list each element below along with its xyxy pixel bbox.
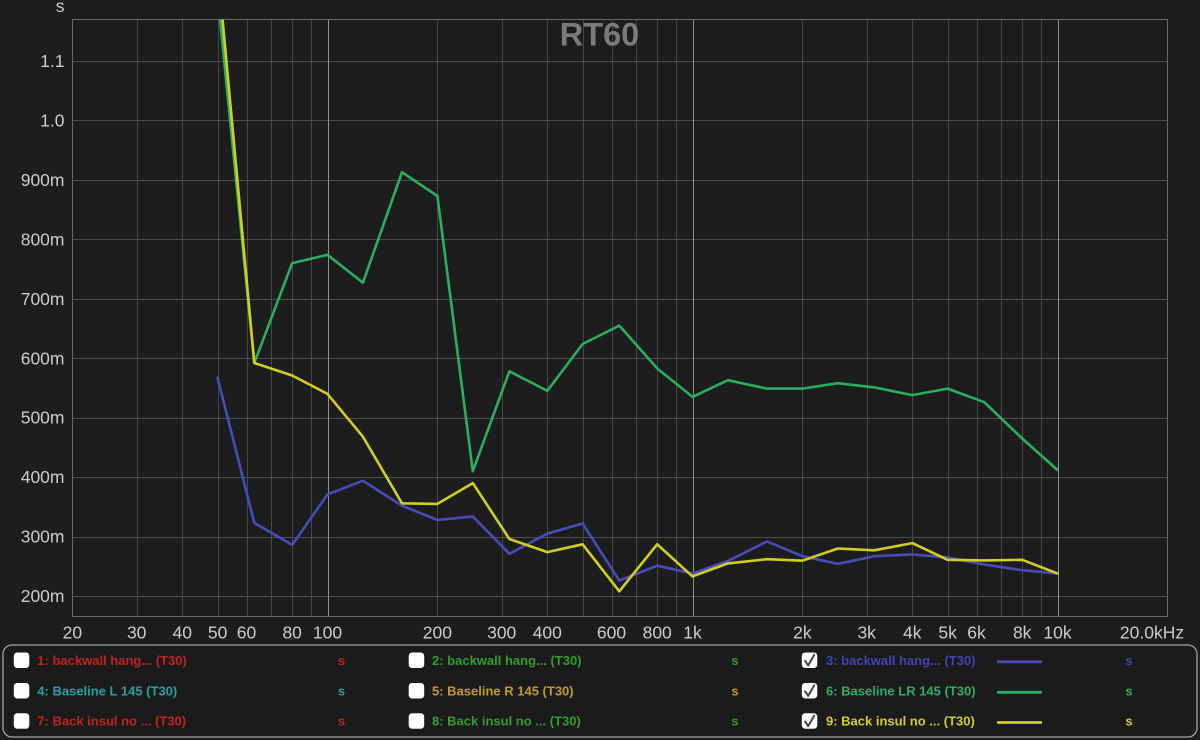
svg-text:6: Baseline LR 145 (T30): 6: Baseline LR 145 (T30) <box>826 683 976 698</box>
svg-text:400m: 400m <box>21 467 65 487</box>
svg-text:300: 300 <box>487 623 516 643</box>
svg-text:100: 100 <box>313 623 342 643</box>
svg-text:s: s <box>56 0 65 16</box>
svg-text:s: s <box>1125 714 1132 729</box>
svg-text:30: 30 <box>127 623 147 643</box>
svg-text:4: Baseline L 145 (T30): 4: Baseline L 145 (T30) <box>37 683 177 698</box>
svg-text:1: backwall hang... (T30): 1: backwall hang... (T30) <box>37 653 187 668</box>
svg-text:50: 50 <box>208 623 228 643</box>
svg-text:600m: 600m <box>21 348 65 368</box>
svg-text:200: 200 <box>423 623 452 643</box>
svg-text:s: s <box>1125 683 1132 698</box>
svg-text:400: 400 <box>533 623 562 643</box>
svg-text:1.1: 1.1 <box>40 51 64 71</box>
svg-text:s: s <box>731 653 738 668</box>
svg-text:8: Back insul no ... (T30): 8: Back insul no ... (T30) <box>432 714 581 729</box>
svg-text:80: 80 <box>282 623 302 643</box>
svg-text:60: 60 <box>237 623 257 643</box>
svg-text:s: s <box>1125 653 1132 668</box>
svg-text:5: Baseline R 145 (T30): 5: Baseline R 145 (T30) <box>432 683 574 698</box>
svg-text:900m: 900m <box>21 170 65 190</box>
svg-text:s: s <box>731 714 738 729</box>
svg-text:9: Back insul no ... (T30): 9: Back insul no ... (T30) <box>826 714 975 729</box>
svg-text:20: 20 <box>63 623 83 643</box>
svg-text:800: 800 <box>643 623 672 643</box>
svg-text:20.0kHz: 20.0kHz <box>1120 623 1184 643</box>
svg-text:1.0: 1.0 <box>40 111 65 131</box>
svg-text:s: s <box>338 714 345 729</box>
svg-text:600: 600 <box>597 623 626 643</box>
svg-text:1k: 1k <box>683 623 702 643</box>
svg-text:6k: 6k <box>967 623 986 643</box>
svg-text:3k: 3k <box>857 623 876 643</box>
svg-text:2k: 2k <box>793 623 812 643</box>
svg-text:8k: 8k <box>1013 623 1032 643</box>
svg-text:200m: 200m <box>21 586 65 606</box>
svg-text:4k: 4k <box>903 623 922 643</box>
svg-text:40: 40 <box>173 623 193 643</box>
svg-text:RT60: RT60 <box>560 17 639 53</box>
svg-text:500m: 500m <box>21 408 65 428</box>
svg-text:7: Back insul no ... (T30): 7: Back insul no ... (T30) <box>37 714 186 729</box>
svg-text:5k: 5k <box>938 623 957 643</box>
svg-text:800m: 800m <box>21 229 65 249</box>
svg-text:3: backwall hang... (T30): 3: backwall hang... (T30) <box>826 653 976 668</box>
svg-text:2: backwall hang... (T30): 2: backwall hang... (T30) <box>432 653 582 668</box>
svg-text:700m: 700m <box>21 289 65 309</box>
svg-text:s: s <box>338 653 345 668</box>
svg-text:300m: 300m <box>21 527 65 547</box>
svg-text:s: s <box>731 683 738 698</box>
svg-text:s: s <box>338 683 345 698</box>
svg-text:10k: 10k <box>1043 623 1071 643</box>
